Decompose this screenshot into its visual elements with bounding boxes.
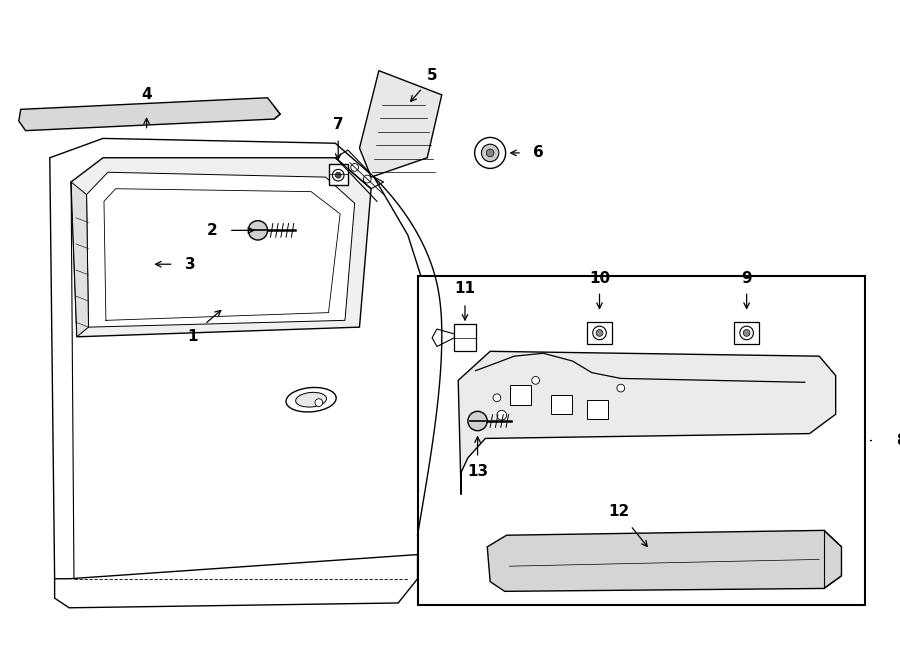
Polygon shape	[19, 98, 280, 130]
Circle shape	[740, 326, 753, 340]
Polygon shape	[71, 158, 371, 337]
Bar	[328, 164, 348, 185]
Bar	[734, 322, 760, 344]
Polygon shape	[432, 329, 454, 346]
Bar	[587, 322, 612, 344]
Text: 12: 12	[608, 504, 629, 520]
Circle shape	[593, 326, 607, 340]
Polygon shape	[359, 71, 442, 177]
Bar	[418, 276, 865, 605]
Bar	[551, 395, 572, 414]
Circle shape	[596, 330, 603, 336]
Circle shape	[743, 330, 750, 336]
Polygon shape	[50, 138, 442, 579]
Circle shape	[336, 172, 341, 178]
Polygon shape	[71, 182, 88, 337]
Text: 6: 6	[533, 146, 544, 160]
Polygon shape	[86, 172, 355, 327]
Circle shape	[482, 144, 499, 162]
Text: 3: 3	[184, 257, 195, 271]
Text: 7: 7	[333, 117, 344, 132]
Text: 11: 11	[454, 281, 475, 296]
Text: 4: 4	[141, 87, 152, 103]
Bar	[509, 385, 531, 404]
Circle shape	[493, 394, 500, 402]
Ellipse shape	[296, 393, 327, 407]
Text: 13: 13	[467, 464, 488, 479]
Ellipse shape	[286, 387, 337, 412]
Circle shape	[474, 138, 506, 168]
Text: 5: 5	[427, 68, 437, 83]
Text: 10: 10	[589, 271, 610, 286]
Circle shape	[468, 411, 487, 431]
Circle shape	[616, 384, 625, 392]
Text: 2: 2	[207, 223, 218, 238]
Circle shape	[532, 377, 539, 384]
Polygon shape	[487, 530, 842, 591]
Circle shape	[315, 399, 323, 406]
Circle shape	[497, 410, 507, 420]
Text: 9: 9	[742, 271, 751, 286]
Text: 8: 8	[896, 433, 900, 448]
Text: 1: 1	[188, 329, 198, 344]
Bar	[454, 324, 475, 352]
Bar	[587, 400, 608, 419]
Circle shape	[364, 175, 371, 183]
Polygon shape	[458, 352, 836, 495]
Circle shape	[486, 149, 494, 157]
Circle shape	[351, 164, 358, 171]
Circle shape	[248, 220, 267, 240]
Circle shape	[332, 169, 344, 181]
